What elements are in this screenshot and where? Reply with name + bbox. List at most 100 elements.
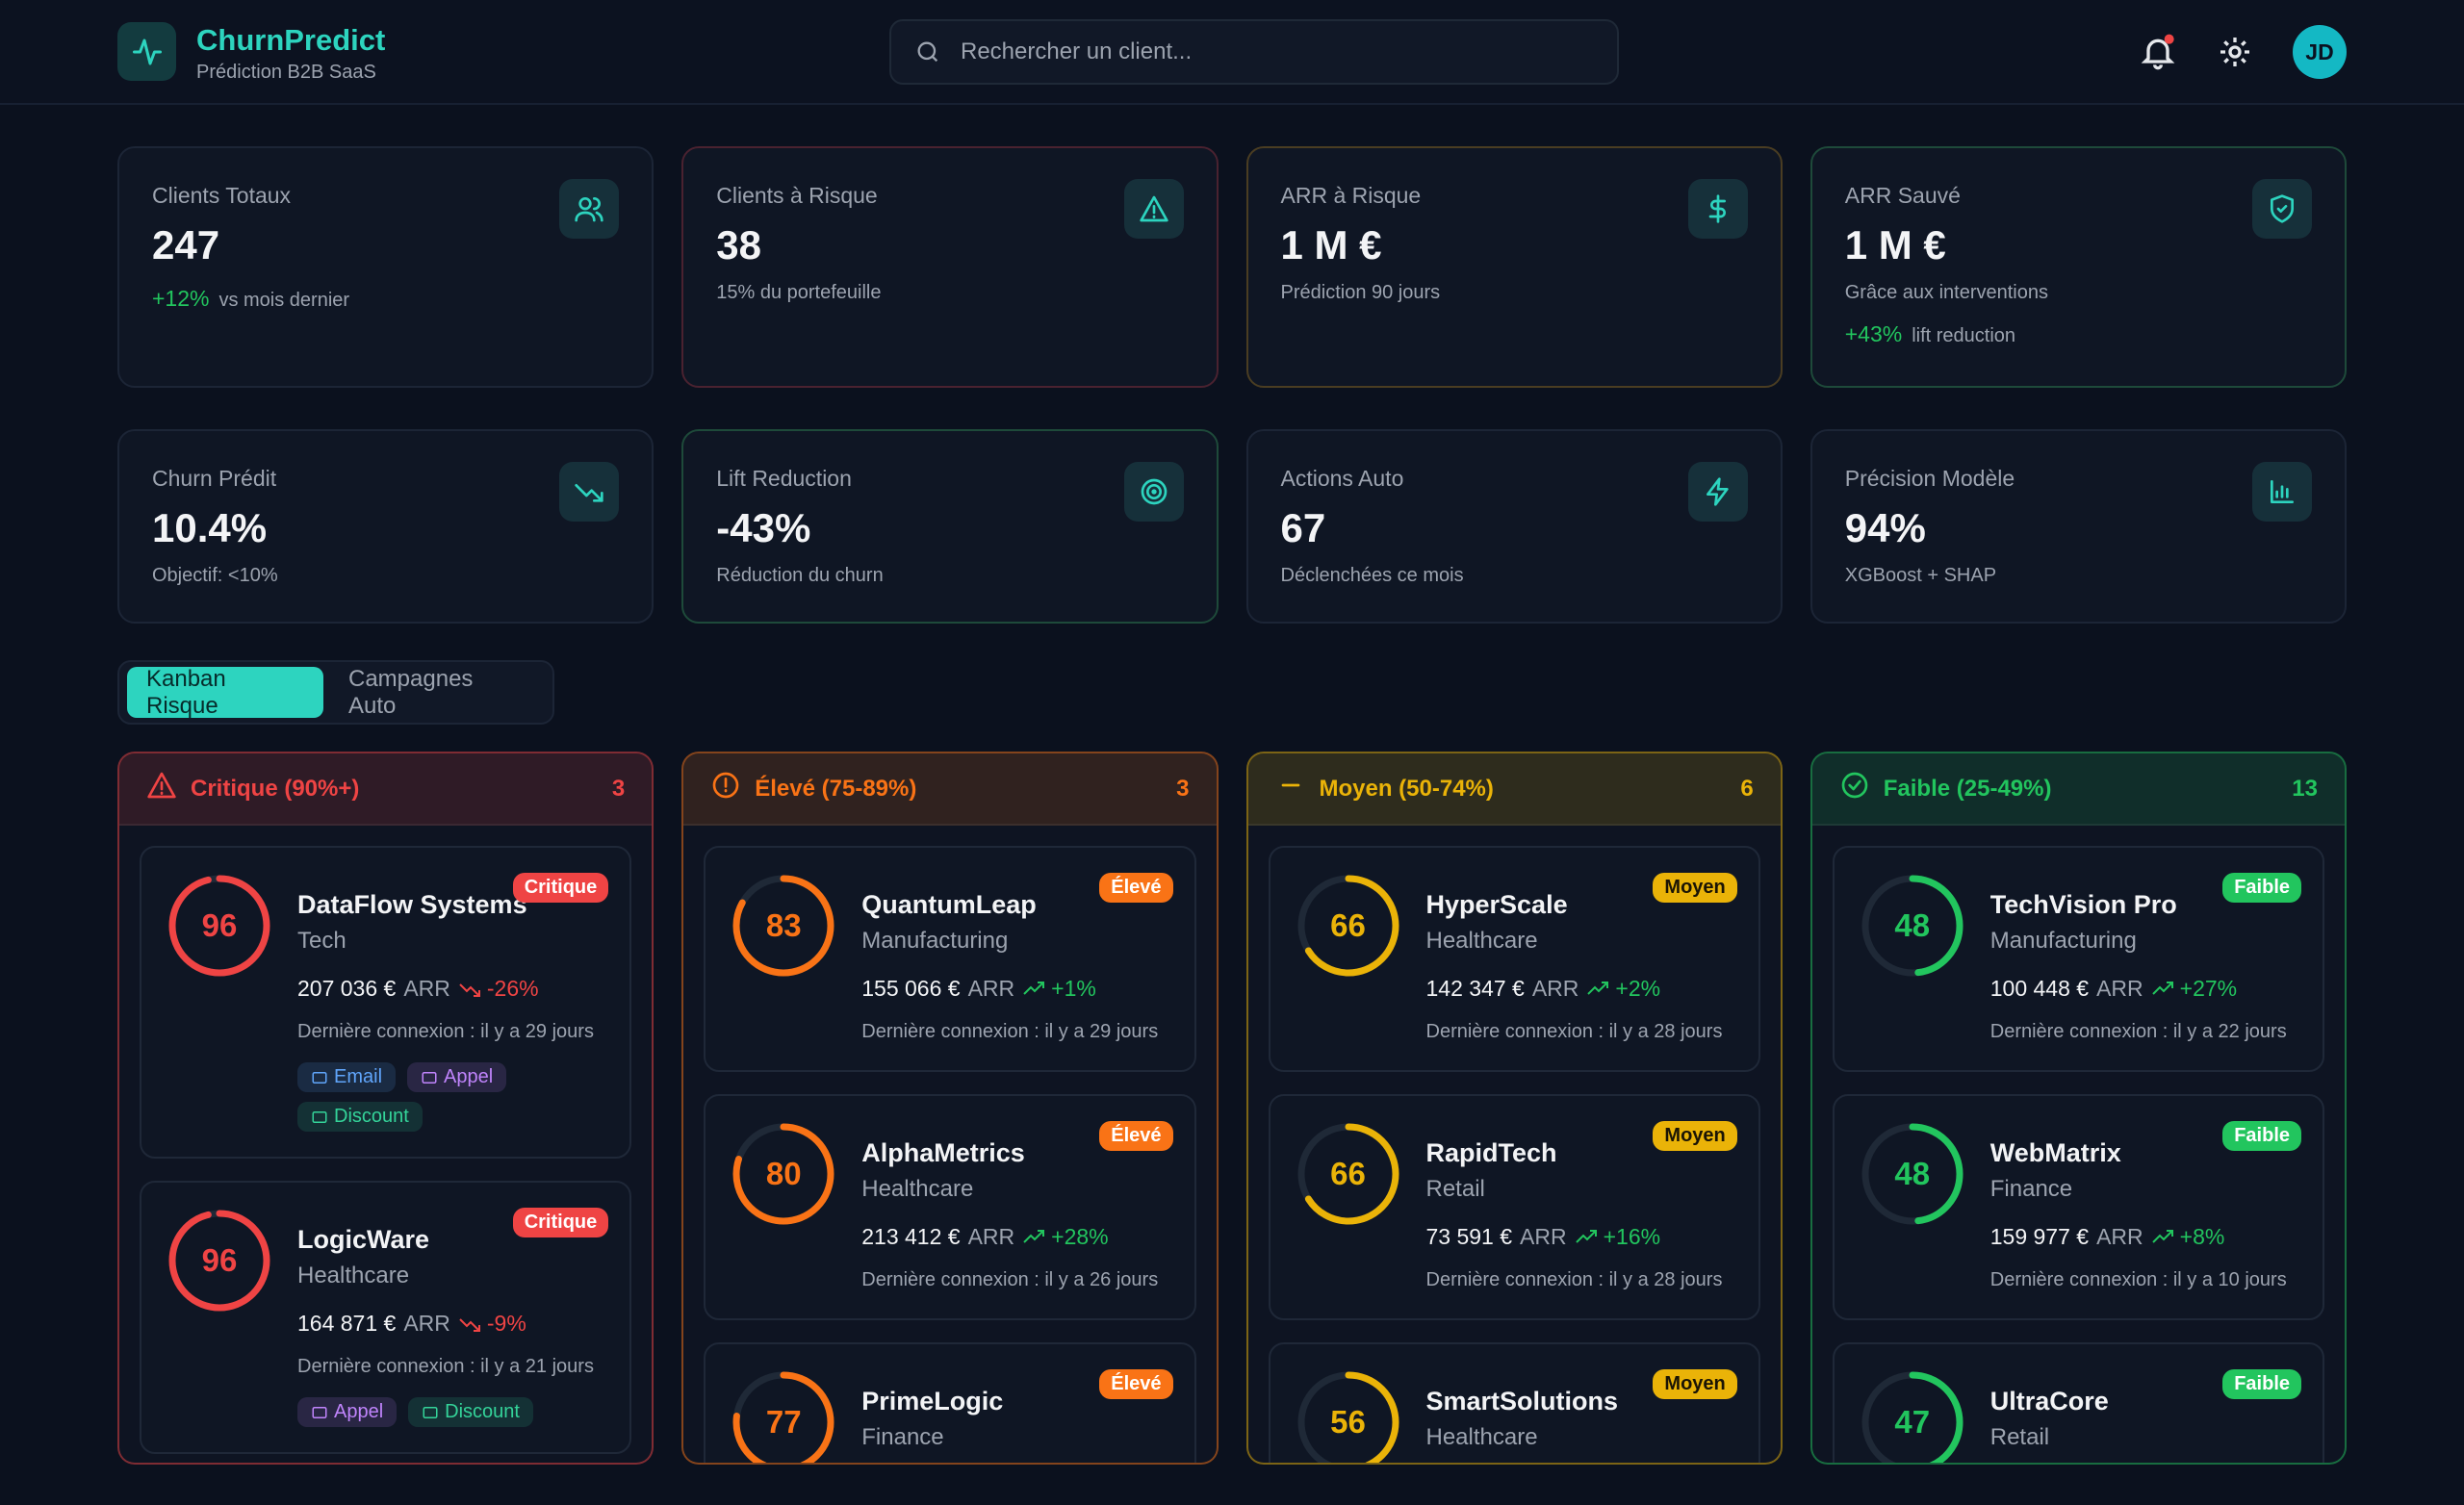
kpi-delta-row: +12% vs mois dernier xyxy=(152,286,619,312)
kpi-value: 1 M € xyxy=(1280,222,1382,268)
trend: +27% xyxy=(2151,976,2237,1002)
client-card[interactable]: 83 QuantumLeap Manufacturing 155 066 € ARR +1… xyxy=(704,846,1196,1072)
risk-arc xyxy=(1861,1123,1964,1225)
risk-arc xyxy=(732,1371,834,1463)
tab[interactable]: Kanban Risque xyxy=(127,666,323,719)
kpi-label: Clients Totaux xyxy=(152,183,292,208)
client-name: DataFlow Systems xyxy=(297,890,527,919)
kpi-card: ARR Sauvé 1 M € Grâce aux interventions +43… xyxy=(1810,146,2347,388)
trend-value: +2% xyxy=(1615,976,1661,1001)
ring-graphic xyxy=(732,1371,834,1463)
client-name: TechVision Pro xyxy=(1989,890,2177,919)
risk-ring: 77 xyxy=(731,1369,836,1463)
client-card[interactable]: 80 AlphaMetrics Healthcare 213 412 € ARR +28%… xyxy=(704,1094,1196,1320)
kpi-label: Churn Prédit xyxy=(152,466,277,491)
trend: +1% xyxy=(1022,976,1096,1002)
action-tag[interactable]: Discount xyxy=(297,1102,423,1132)
action-tag[interactable]: Discount xyxy=(408,1397,533,1427)
kpi-card: Clients Totaux 247 +12% vs mois dernier xyxy=(117,146,654,388)
client-card[interactable]: 48 TechVision Pro Manufacturing 100 448 € AR… xyxy=(1832,846,2324,1072)
column-header: Moyen (50-74%) 6 xyxy=(1247,753,1781,826)
client-sector: Healthcare xyxy=(1425,1424,1538,1450)
risk-ring: 96 xyxy=(167,873,272,979)
trend: +2% xyxy=(1586,976,1660,1002)
action-icon xyxy=(312,1406,327,1418)
kpi-row: Clients Totaux 247 +12% vs mois dernier Clie… xyxy=(117,146,2347,388)
client-name: WebMatrix xyxy=(1989,1138,2121,1167)
client-sector: Healthcare xyxy=(861,1176,974,1202)
search-box[interactable]: Rechercher un client... xyxy=(889,19,1619,85)
client-sector: Manufacturing xyxy=(1989,928,2137,954)
client-card[interactable]: 66 RapidTech Retail 73 591 € ARR +16% Dernière… xyxy=(1268,1094,1760,1320)
client-card[interactable]: 48 WebMatrix Finance 159 977 € ARR +8% Dernièr… xyxy=(1832,1094,2324,1320)
arr-row: 159 977 € ARR +8% xyxy=(1990,1224,2299,1250)
risk-ring: 96 xyxy=(167,1208,272,1314)
arr-value: 159 977 € xyxy=(1989,1224,2090,1249)
kpi-value: 1 M € xyxy=(1844,222,1946,268)
client-card[interactable]: 96 LogicWare Healthcare 164 871 € ARR -9% Dern… xyxy=(140,1181,632,1454)
risk-ring: 48 xyxy=(1860,873,1965,979)
kpi-icon xyxy=(2252,179,2312,239)
last-login: Dernière connexion : il y a 28 jours xyxy=(1425,1021,1723,1042)
client-card[interactable]: 47 UltraCore Retail Faible xyxy=(1832,1342,2324,1463)
last-login: Dernière connexion : il y a 28 jours xyxy=(1425,1269,1723,1290)
arr-value: 73 591 € xyxy=(1425,1224,1513,1249)
trend: +16% xyxy=(1575,1224,1660,1250)
action-icon xyxy=(312,1110,327,1123)
risk-score: 66 xyxy=(1330,907,1366,943)
trend-icon xyxy=(2151,981,2173,995)
client-sector: Retail xyxy=(1989,1424,2050,1450)
arr-unit: ARR xyxy=(403,976,450,1001)
risk-badge: Faible xyxy=(2222,873,2301,903)
avatar[interactable]: JD xyxy=(2293,25,2347,79)
action-icon xyxy=(423,1406,438,1418)
risk-arc xyxy=(732,875,834,977)
arr-value: 164 871 € xyxy=(297,1311,397,1336)
kpi-delta: +43% xyxy=(1844,321,1903,346)
client-info: TechVision Pro Manufacturing 100 448 € ARR +… xyxy=(1990,873,2299,1045)
logo[interactable] xyxy=(117,22,176,81)
settings[interactable] xyxy=(2216,33,2254,71)
kpi-note: Prédiction 90 jours xyxy=(1280,282,1441,303)
risk-score: 96 xyxy=(201,907,238,943)
last-login: Dernière connexion : il y a 22 jours xyxy=(1989,1021,2287,1042)
client-card[interactable]: 96 DataFlow Systems Tech 207 036 € ARR -26% De… xyxy=(140,846,632,1159)
action-tag[interactable]: Appel xyxy=(297,1397,398,1427)
client-info: PrimeLogic Finance xyxy=(861,1369,1170,1463)
risk-ring: 47 xyxy=(1860,1369,1965,1463)
tab[interactable]: Campagnes Auto xyxy=(348,665,474,719)
brand: ChurnPredict xyxy=(196,23,386,57)
ring-graphic xyxy=(1297,1371,1399,1463)
client-info: DataFlow Systems Tech 207 036 € ARR -26% Dern… xyxy=(297,873,606,1132)
client-card[interactable]: 66 HyperScale Healthcare 142 347 € ARR +2% Der… xyxy=(1268,846,1760,1072)
column-icon xyxy=(1839,770,1870,807)
column-header: Faible (25-49%) 13 xyxy=(1811,753,2345,826)
risk-badge: Critique xyxy=(512,1208,609,1237)
tab-bar: Kanban Risque Campagnes Auto xyxy=(117,660,554,725)
column-icon xyxy=(146,770,177,807)
column-body: 96 DataFlow Systems Tech 207 036 € ARR -26% De… xyxy=(119,826,652,1463)
arr-unit: ARR xyxy=(967,1224,1015,1249)
action-tag[interactable]: Appel xyxy=(407,1062,507,1092)
client-info: SmartSolutions Healthcare xyxy=(1426,1369,1735,1463)
risk-score: 48 xyxy=(1894,1156,1931,1191)
action-tags: Email Appel Discount xyxy=(297,1062,606,1132)
notifications[interactable] xyxy=(2139,33,2177,71)
kpi-delta-row: +43% lift reduction xyxy=(1845,321,2312,347)
arr-unit: ARR xyxy=(967,976,1015,1001)
kpi-delta-note: lift reduction xyxy=(1912,325,2016,346)
trend: +8% xyxy=(2151,1224,2224,1250)
action-tag[interactable]: Email xyxy=(297,1062,397,1092)
kpi-note: Réduction du churn xyxy=(716,565,884,586)
client-sector: Tech xyxy=(297,928,346,954)
column-title: Critique (90%+) xyxy=(191,775,360,802)
arr-unit: ARR xyxy=(1531,976,1579,1001)
kpi-delta: +12% xyxy=(152,286,210,311)
arr-value: 213 412 € xyxy=(861,1224,961,1249)
client-card[interactable]: 56 SmartSolutions Healthcare Moyen xyxy=(1268,1342,1760,1463)
kpi-card: Clients à Risque 38 15% du portefeuille xyxy=(681,146,1219,388)
action-label: Discount xyxy=(445,1401,520,1422)
client-card[interactable]: 77 PrimeLogic Finance Élevé xyxy=(704,1342,1196,1463)
